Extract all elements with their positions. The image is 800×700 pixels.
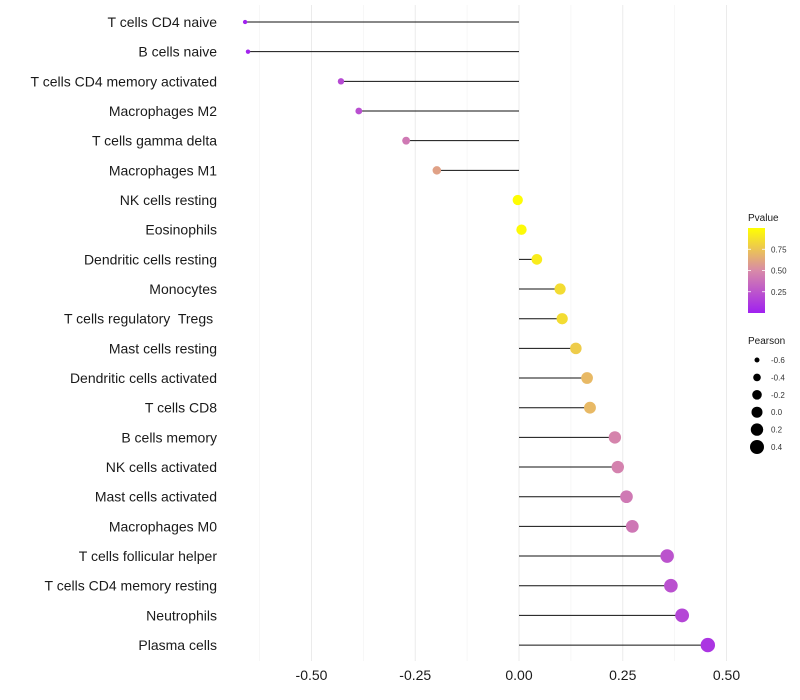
- data-point: [570, 342, 582, 355]
- x-tick-label: 0.25: [609, 667, 636, 683]
- size-legend-label: 0.2: [771, 426, 783, 435]
- data-point: [516, 224, 527, 235]
- size-legend-point: [750, 440, 764, 454]
- pearson-legend-title: Pearson: [748, 336, 785, 347]
- data-point: [660, 549, 674, 563]
- size-legend-label: -0.4: [771, 373, 785, 382]
- y-tick-label: Dendritic cells resting: [84, 251, 217, 267]
- data-point: [611, 460, 624, 474]
- y-tick-label: NK cells resting: [120, 192, 217, 208]
- data-point: [337, 78, 345, 85]
- y-tick-label: NK cells activated: [106, 459, 217, 475]
- y-tick-label: T cells CD4 naive: [108, 14, 218, 30]
- y-tick-label: Neutrophils: [146, 607, 217, 623]
- pearson-legend: Pearson -0.6 -0.4 -0.2 0.0 0.2 0.4: [748, 336, 785, 454]
- y-tick-label: Dendritic cells activated: [70, 370, 217, 386]
- y-tick-label: T cells CD4 memory activated: [31, 73, 217, 89]
- size-legend-point: [750, 423, 764, 436]
- y-tick-label: T cells CD8: [145, 400, 217, 416]
- data-point: [608, 431, 622, 444]
- y-tick-label: Eosinophils: [145, 222, 217, 238]
- y-tick-label: B cells naive: [138, 44, 217, 60]
- x-tick-label: -0.25: [399, 667, 431, 683]
- y-tick-label: Macrophages M0: [109, 518, 217, 534]
- size-legend-label: 0.4: [771, 443, 783, 452]
- data-point: [432, 166, 442, 175]
- grid-lines: [259, 5, 727, 661]
- colorbar-tick-label: 0.25: [771, 288, 787, 297]
- x-tick-label: 0.50: [713, 667, 740, 683]
- data-point: [620, 490, 633, 504]
- data-point: [556, 313, 568, 325]
- y-tick-label: T cells regulatory Tregs: [64, 311, 217, 327]
- data-point: [242, 19, 248, 25]
- data-point: [700, 637, 716, 653]
- size-legend-point: [752, 390, 762, 400]
- y-tick-label: Macrophages M1: [109, 162, 217, 178]
- colorbar-tick-label: 0.50: [771, 267, 787, 276]
- data-point: [675, 608, 690, 623]
- data-point: [402, 136, 411, 145]
- y-tick-label: T cells CD4 memory resting: [45, 578, 217, 594]
- y-tick-label: B cells memory: [121, 429, 217, 445]
- data-point: [355, 107, 363, 115]
- pvalue-legend: Pvalue 0.25 0.50 0.75: [748, 213, 787, 313]
- x-tick-label: -0.50: [296, 667, 328, 683]
- data-point: [554, 283, 566, 295]
- data-point: [512, 194, 523, 206]
- y-tick-label: T cells gamma delta: [92, 133, 217, 149]
- data-point: [584, 401, 596, 414]
- size-legend-point: [753, 373, 761, 382]
- data-point: [245, 49, 251, 54]
- data-point: [531, 254, 543, 265]
- size-legend-label: 0.0: [771, 408, 783, 417]
- size-legend-point: [751, 406, 763, 418]
- y-axis-labels: T cells CD4 naive B cells naive T cells CD…: [31, 14, 218, 653]
- y-tick-label: Mast cells activated: [95, 489, 217, 505]
- x-axis-ticks: -0.50 -0.25 0.00 0.25 0.50: [296, 667, 741, 683]
- y-tick-label: Monocytes: [149, 281, 217, 297]
- y-tick-label: Plasma cells: [138, 637, 217, 653]
- y-tick-label: Mast cells resting: [109, 340, 217, 356]
- data-point: [625, 520, 639, 533]
- x-tick-label: 0.00: [505, 667, 532, 683]
- size-legend-label: -0.6: [771, 356, 785, 365]
- pvalue-legend-title: Pvalue: [748, 213, 779, 224]
- pvalue-colorbar: [748, 228, 765, 313]
- size-legend-point: [754, 357, 760, 363]
- y-tick-label: Macrophages M2: [109, 103, 217, 119]
- data-point: [581, 372, 593, 384]
- stems: [245, 21, 708, 646]
- colorbar-tick-label: 0.75: [771, 245, 787, 254]
- points: [242, 19, 716, 653]
- size-legend-label: -0.2: [771, 391, 785, 400]
- y-tick-label: T cells follicular helper: [79, 548, 218, 564]
- data-point: [664, 578, 678, 593]
